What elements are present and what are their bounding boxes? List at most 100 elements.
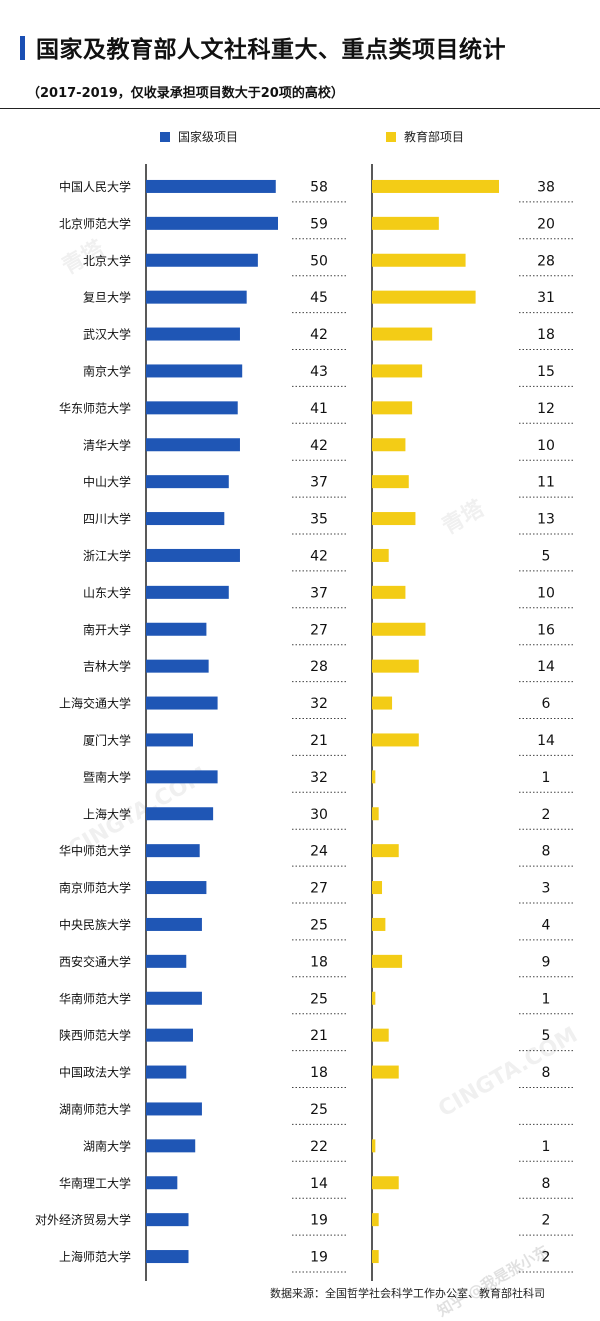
- bar-ministry: [372, 1065, 399, 1079]
- category-label: 上海交通大学: [59, 696, 131, 711]
- category-label: 华中师范大学: [59, 843, 131, 858]
- bar-national: [146, 1213, 189, 1227]
- title-accent-bar: [20, 36, 25, 60]
- value-label-national: 42: [310, 327, 328, 343]
- value-label-ministry: 1: [542, 991, 551, 1007]
- category-label: 复旦大学: [83, 290, 131, 305]
- bar-ministry: [372, 216, 439, 230]
- header-divider: [0, 108, 600, 109]
- category-label: 湖南大学: [83, 1138, 131, 1153]
- value-label-ministry: 18: [537, 327, 555, 343]
- bar-ministry: [372, 696, 393, 710]
- bar-ministry: [372, 954, 403, 968]
- legend-swatch-national: [160, 131, 170, 142]
- value-label-national: 14: [310, 1176, 328, 1192]
- value-label-national: 21: [310, 733, 328, 749]
- value-label-ministry: 2: [542, 1250, 551, 1266]
- bar-national: [146, 401, 238, 415]
- value-label-national: 58: [310, 179, 328, 195]
- legend-national: 国家级项目: [160, 128, 238, 145]
- value-label-ministry: 5: [542, 548, 551, 564]
- value-label-national: 32: [310, 696, 328, 712]
- value-label-national: 59: [310, 216, 328, 232]
- value-label-national: 30: [310, 807, 328, 823]
- bar-ministry: [372, 290, 476, 304]
- value-label-national: 41: [310, 401, 328, 417]
- category-label: 武汉大学: [83, 327, 131, 342]
- category-label: 华东师范大学: [59, 400, 131, 415]
- value-label-ministry: 8: [542, 1176, 551, 1192]
- value-label-national: 25: [310, 1102, 328, 1118]
- value-label-national: 50: [310, 253, 328, 269]
- category-label: 北京师范大学: [59, 216, 131, 231]
- page-title: 国家及教育部人文社科重大、重点类项目统计: [36, 37, 506, 63]
- value-label-national: 42: [310, 438, 328, 454]
- bar-national: [146, 1250, 189, 1264]
- category-label: 厦门大学: [83, 732, 131, 747]
- value-label-national: 25: [310, 917, 328, 933]
- value-label-national: 32: [310, 770, 328, 786]
- bar-national: [146, 1139, 196, 1153]
- bar-ministry: [372, 733, 419, 747]
- category-label: 四川大学: [83, 511, 131, 526]
- value-label-national: 28: [310, 659, 328, 675]
- value-label-ministry: 10: [537, 438, 555, 454]
- value-label-ministry: 15: [537, 364, 555, 380]
- value-label-ministry: 10: [537, 585, 555, 601]
- value-label-ministry: 14: [537, 733, 555, 749]
- bar-national: [146, 844, 200, 858]
- value-label-national: 18: [310, 1065, 328, 1081]
- value-label-ministry: 4: [542, 917, 551, 933]
- bar-national: [146, 179, 276, 193]
- value-label-ministry: 38: [537, 179, 555, 195]
- value-label-ministry: 8: [542, 844, 551, 860]
- bar-ministry: [372, 1213, 379, 1227]
- value-label-national: 22: [310, 1139, 328, 1155]
- bar-ministry: [372, 991, 376, 1005]
- value-label-national: 25: [310, 991, 328, 1007]
- bar-ministry: [372, 881, 383, 895]
- value-label-national: 27: [310, 622, 328, 638]
- bar-national: [146, 253, 258, 267]
- bar-national: [146, 807, 214, 821]
- page-subtitle: （2017-2019，仅收录承担项目数大于20项的高校）: [27, 86, 344, 101]
- category-label: 华南师范大学: [59, 991, 131, 1006]
- bar-national: [146, 475, 229, 489]
- value-label-ministry: 9: [542, 954, 551, 970]
- value-label-national: 24: [310, 844, 328, 860]
- value-label-national: 18: [310, 954, 328, 970]
- bar-ministry: [372, 1250, 379, 1264]
- bar-ministry: [372, 1139, 376, 1153]
- bar-national: [146, 770, 218, 784]
- bar-national: [146, 364, 243, 378]
- bar-ministry: [372, 401, 413, 415]
- bar-national: [146, 991, 202, 1005]
- bar-ministry: [372, 917, 386, 931]
- value-label-ministry: 28: [537, 253, 555, 269]
- legend-label-ministry: 教育部项目: [404, 130, 465, 144]
- bar-national: [146, 512, 225, 526]
- bar-ministry: [372, 512, 416, 526]
- bar-ministry: [372, 475, 409, 489]
- category-label: 南京师范大学: [59, 880, 131, 895]
- value-label-national: 43: [310, 364, 328, 380]
- value-label-ministry: 1: [542, 770, 551, 786]
- category-label: 西安交通大学: [59, 954, 131, 969]
- bar-ministry: [372, 622, 426, 636]
- value-label-national: 37: [310, 475, 328, 491]
- category-label: 湖南师范大学: [59, 1101, 131, 1116]
- value-label-ministry: 2: [542, 1213, 551, 1229]
- category-label: 南开大学: [83, 622, 131, 637]
- bar-ministry: [372, 1176, 399, 1190]
- category-label: 北京大学: [83, 253, 131, 268]
- category-label: 上海大学: [83, 806, 131, 821]
- value-label-national: 19: [310, 1250, 328, 1266]
- legend-ministry: 教育部项目: [386, 128, 464, 145]
- bar-national: [146, 585, 229, 599]
- bar-national: [146, 548, 240, 562]
- legend-swatch-ministry: [386, 131, 396, 142]
- bar-national: [146, 659, 209, 673]
- value-label-ministry: 1: [542, 1139, 551, 1155]
- category-label: 中国人民大学: [59, 179, 131, 194]
